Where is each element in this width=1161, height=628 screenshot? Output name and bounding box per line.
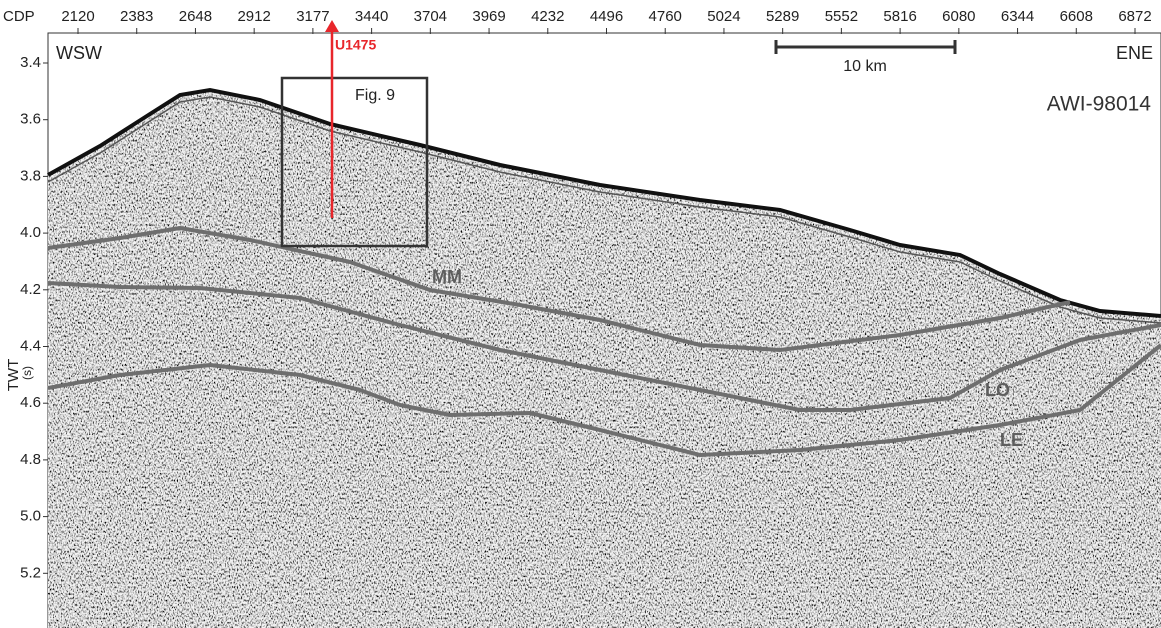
x-tick-label: 4760 <box>649 8 682 25</box>
inset-label: Fig. 9 <box>355 87 395 104</box>
x-tick-label: 3969 <box>472 8 505 25</box>
x-tick-label: 3704 <box>414 8 447 25</box>
scale-label: 10 km <box>843 58 887 75</box>
x-tick-label: 4232 <box>531 8 564 25</box>
x-tick-label: 2648 <box>179 8 212 25</box>
profile-name: AWI-98014 <box>1047 93 1152 116</box>
x-tick-label: 5552 <box>825 8 858 25</box>
horizon-le <box>47 343 1161 457</box>
horizon-mm <box>47 226 1071 352</box>
y-tick-label: 4.6 <box>20 394 41 411</box>
horizon-label: MM <box>432 267 462 287</box>
y-tick-label: 3.4 <box>20 54 41 71</box>
x-tick-label: 5816 <box>883 8 916 25</box>
y-tick-label: 4.8 <box>20 451 41 468</box>
x-tick-label: 2912 <box>237 8 270 25</box>
seafloor-multiple <box>47 96 1161 324</box>
x-tick-label: 4496 <box>590 8 623 25</box>
west-label: WSW <box>56 43 102 63</box>
x-tick-label: 5289 <box>766 8 799 25</box>
x-tick-label: 5024 <box>707 8 740 25</box>
y-tick-label: 3.8 <box>20 167 41 184</box>
x-tick-label: 2120 <box>61 8 94 25</box>
east-label: ENE <box>1116 43 1153 63</box>
well-marker <box>325 20 339 32</box>
seafloor <box>47 87 1161 318</box>
x-tick-label: 6080 <box>942 8 975 25</box>
x-axis-prefix: CDP <box>3 8 35 25</box>
y-tick-label: 4.2 <box>20 281 41 298</box>
y-tick-label: 3.6 <box>20 111 41 128</box>
y-tick-label: 5.2 <box>20 564 41 581</box>
y-axis-unit: (s) <box>20 366 34 380</box>
y-tick-label: 4.4 <box>20 337 41 354</box>
y-axis-label: TWT <box>5 359 22 391</box>
horizon-label: LE <box>1000 430 1023 450</box>
x-tick-label: 2383 <box>120 8 153 25</box>
x-tick-label: 3177 <box>296 8 329 25</box>
y-tick-label: 4.0 <box>20 224 41 241</box>
horizon-label: LO <box>985 380 1010 400</box>
x-tick-label: 3440 <box>355 8 388 25</box>
site-label: U1475 <box>335 37 376 53</box>
x-tick-label: 6344 <box>1001 8 1034 25</box>
x-tick-label: 6872 <box>1118 8 1151 25</box>
x-tick-label: 6608 <box>1060 8 1093 25</box>
y-tick-label: 5.0 <box>20 508 41 525</box>
horizon-lo <box>47 281 1161 412</box>
inset-box <box>280 76 429 248</box>
